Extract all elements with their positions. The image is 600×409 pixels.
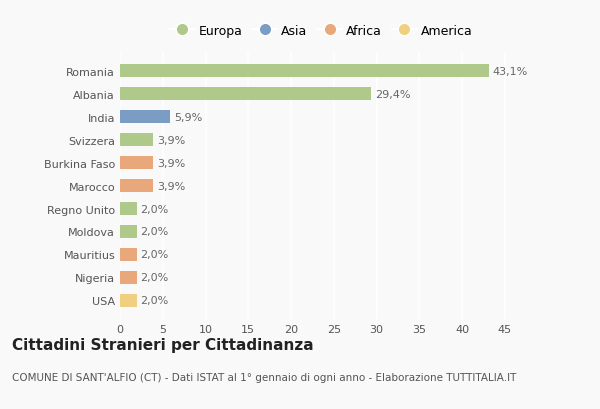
Legend: Europa, Asia, Africa, America: Europa, Asia, Africa, America (164, 20, 478, 43)
Text: 3,9%: 3,9% (157, 181, 185, 191)
Text: 2,0%: 2,0% (140, 296, 169, 306)
Bar (120, 249, 137, 261)
Bar (120, 294, 137, 307)
Text: 29,4%: 29,4% (375, 90, 410, 99)
Bar (120, 157, 154, 169)
Text: 43,1%: 43,1% (492, 67, 527, 76)
Text: 5,9%: 5,9% (174, 112, 202, 122)
Bar (120, 226, 137, 238)
Bar (120, 180, 154, 192)
Bar (120, 65, 488, 78)
Bar (120, 134, 154, 146)
Text: Cittadini Stranieri per Cittadinanza: Cittadini Stranieri per Cittadinanza (12, 337, 314, 353)
Text: 2,0%: 2,0% (140, 204, 169, 214)
Bar (120, 88, 371, 101)
Text: 2,0%: 2,0% (140, 227, 169, 237)
Text: COMUNE DI SANT'ALFIO (CT) - Dati ISTAT al 1° gennaio di ogni anno - Elaborazione: COMUNE DI SANT'ALFIO (CT) - Dati ISTAT a… (12, 372, 517, 382)
Text: 2,0%: 2,0% (140, 250, 169, 260)
Text: 2,0%: 2,0% (140, 273, 169, 283)
Bar (120, 272, 137, 284)
Text: 3,9%: 3,9% (157, 158, 185, 168)
Text: 3,9%: 3,9% (157, 135, 185, 145)
Bar (120, 203, 137, 215)
Bar (120, 111, 170, 124)
